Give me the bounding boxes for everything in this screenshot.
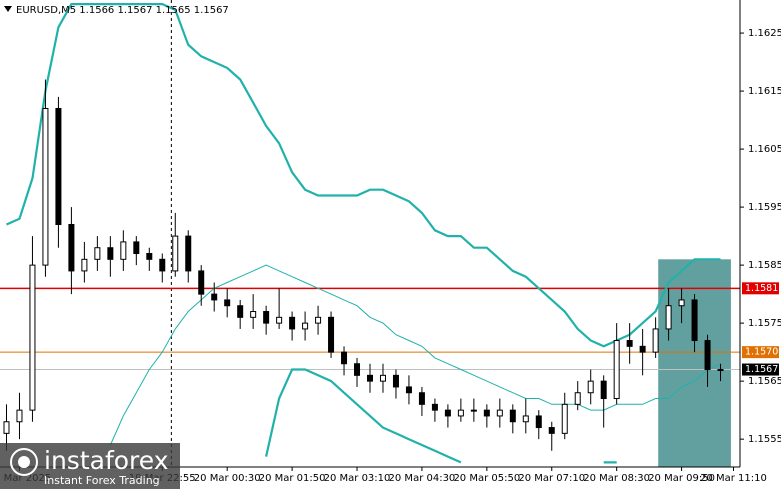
candle-body xyxy=(470,409,477,412)
candle-body xyxy=(302,322,309,330)
watermark-logo xyxy=(10,448,38,476)
candle-body xyxy=(535,415,542,429)
x-tick-label: 20 Mar 03:10 xyxy=(324,473,391,484)
candle-body xyxy=(561,403,568,434)
level-label-box xyxy=(742,282,779,295)
candle-body xyxy=(665,305,672,330)
candle-body xyxy=(367,374,373,382)
y-tick-label: 1.1565 xyxy=(748,376,781,387)
x-tick-label: 20 Mar 08:30 xyxy=(583,473,650,484)
candle-body xyxy=(626,340,633,347)
candle-body xyxy=(418,392,425,405)
candle-body xyxy=(548,427,555,434)
candle-body xyxy=(341,351,348,365)
candle-body xyxy=(120,241,127,260)
candle-body xyxy=(315,316,322,324)
candle-body xyxy=(328,316,335,353)
x-tick-label: 20 Mar 07:10 xyxy=(518,473,585,484)
candle-body xyxy=(483,409,490,417)
candle-body xyxy=(172,235,179,272)
y-tick-label: 1.1595 xyxy=(748,202,781,213)
candle-body xyxy=(263,311,270,324)
watermark: instaforex Instant Forex Trading xyxy=(0,443,180,489)
candle-body xyxy=(704,340,711,371)
candle-body xyxy=(717,369,724,372)
watermark-name: instaforex xyxy=(44,446,169,475)
band-upper xyxy=(6,2,721,348)
watermark-tagline: Instant Forex Trading xyxy=(44,474,160,487)
x-tick-label: 20 Mar 05:50 xyxy=(453,473,520,484)
y-tick-label: 1.1585 xyxy=(748,260,781,271)
band-lower xyxy=(265,368,617,464)
zone xyxy=(658,259,731,467)
x-tick-label: 20 Mar 00:30 xyxy=(194,473,261,484)
candle-body xyxy=(276,316,283,324)
x-tick-label: 20 Mar 04:30 xyxy=(389,473,456,484)
candle-body xyxy=(133,241,140,255)
candle-body xyxy=(509,409,516,423)
menu-arrow[interactable] xyxy=(4,6,12,12)
candle-body xyxy=(3,421,10,434)
candle-body xyxy=(42,107,49,266)
current-price-label: 1.1567 xyxy=(745,364,778,375)
candle-body xyxy=(457,409,464,417)
candle-body xyxy=(600,380,607,400)
level-label: 1.1570 xyxy=(745,347,778,358)
y-tick-label: 1.1615 xyxy=(748,86,781,97)
candle-body xyxy=(431,403,438,411)
candle-body xyxy=(354,363,361,376)
candle-body xyxy=(16,409,23,423)
candle-body xyxy=(29,264,36,411)
candle-body xyxy=(691,299,698,342)
candle-body xyxy=(678,299,685,307)
candle-body xyxy=(613,340,620,400)
y-tick-label: 1.1625 xyxy=(748,28,781,39)
x-tick-label: 20 Mar 11:10 xyxy=(700,473,767,484)
candle-body xyxy=(237,305,244,318)
candle-body xyxy=(94,247,101,260)
candle-body xyxy=(224,299,231,307)
candle-body xyxy=(81,258,88,272)
watermark-logo-core xyxy=(18,456,30,468)
candle-body xyxy=(379,374,386,382)
candle-body xyxy=(198,270,205,295)
current-price-box xyxy=(742,363,779,376)
chart-title: EURUSD,M5 1.1566 1.1567 1.1565 1.1567 xyxy=(16,5,229,16)
y-tick-label: 1.1555 xyxy=(748,434,781,445)
candle-body xyxy=(587,380,594,394)
candle-body xyxy=(250,311,257,318)
candle-body xyxy=(68,224,75,272)
plot-area xyxy=(0,0,740,467)
candle-body xyxy=(146,253,153,260)
candle-body xyxy=(496,409,503,417)
candle-body xyxy=(185,235,192,272)
y-tick-label: 1.1575 xyxy=(748,318,781,329)
candle-body xyxy=(522,415,529,423)
level-label-box xyxy=(742,346,779,359)
candle-body xyxy=(107,247,114,260)
candle-body xyxy=(405,386,412,394)
candle-body xyxy=(444,409,451,417)
x-tick-label: 20 Mar 01:50 xyxy=(259,473,326,484)
band-middle xyxy=(109,264,721,446)
candle-body xyxy=(211,293,218,301)
y-tick-label: 1.1605 xyxy=(748,144,781,155)
x-tick-label: 20 Mar 09:50 xyxy=(648,473,715,484)
candle-body xyxy=(574,392,581,405)
level-label: 1.1581 xyxy=(745,283,778,294)
candle-body xyxy=(55,107,62,226)
candle-body xyxy=(392,374,399,388)
candle-body xyxy=(639,345,646,353)
candle-body xyxy=(289,316,296,330)
candle-body xyxy=(159,258,166,272)
candle-body xyxy=(652,328,659,353)
